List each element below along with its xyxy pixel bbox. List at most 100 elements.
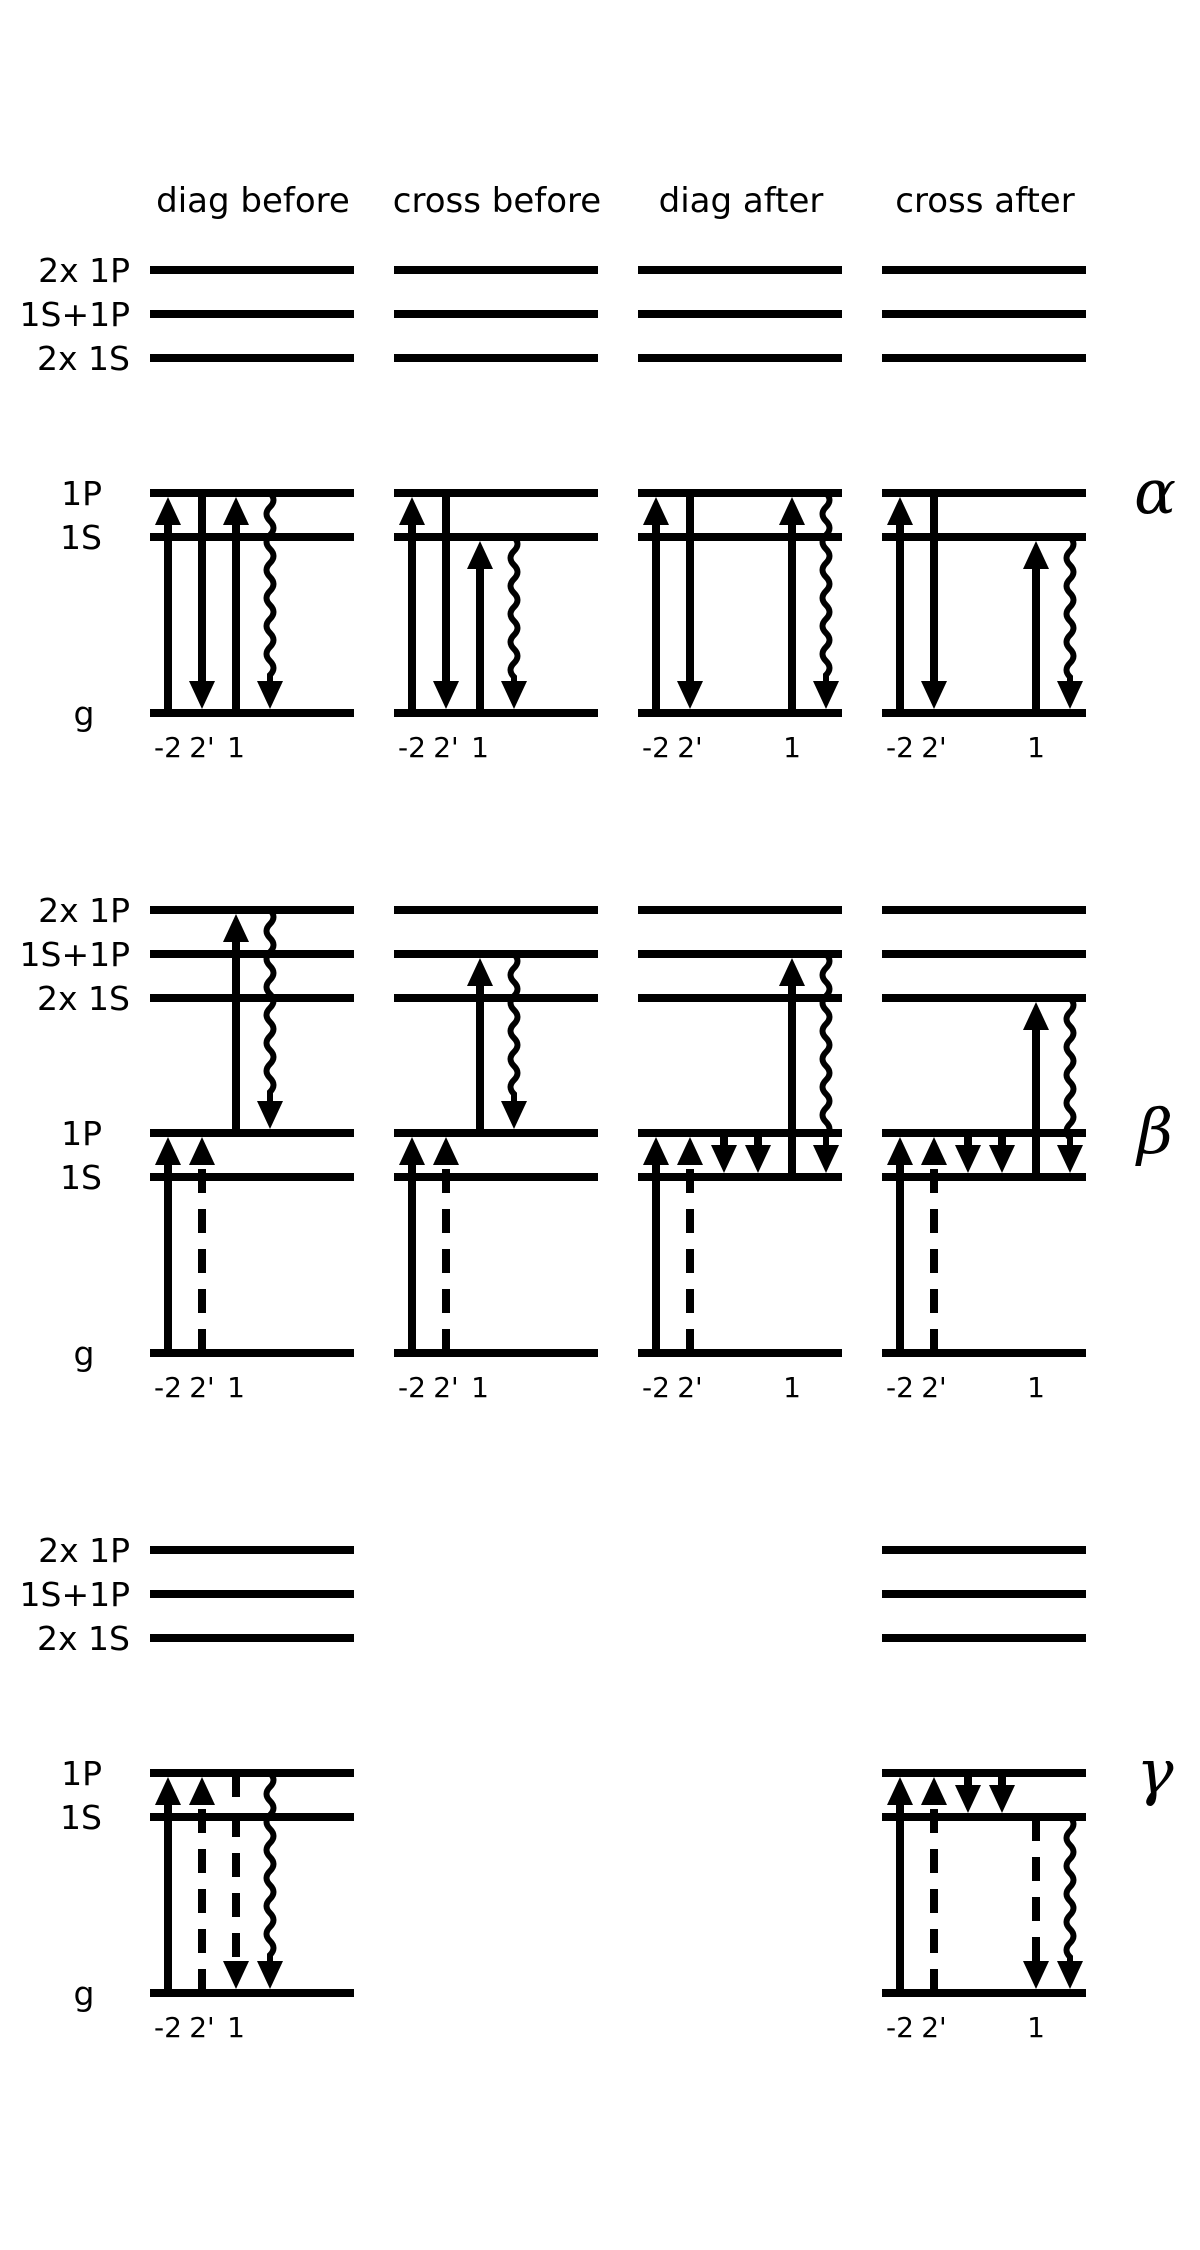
transition-arrow	[813, 490, 839, 709]
transition-arrow	[467, 958, 493, 1133]
arrow-head	[955, 1145, 981, 1173]
arrow-head	[813, 1145, 839, 1173]
arrow-head	[1057, 681, 1083, 709]
pulse-label-one: 1	[783, 731, 801, 764]
arrow-shaft	[507, 951, 521, 1101]
transition-arrow	[921, 1777, 947, 1993]
transition-arrow	[745, 1133, 771, 1173]
pulse-label-one: 1	[227, 1371, 245, 1404]
pulse-label-one: 1	[471, 731, 489, 764]
pulse-label-minus-two: -2	[398, 731, 426, 764]
pulse-label-minus-two: -2	[154, 2011, 182, 2044]
arrow-head	[921, 681, 947, 709]
transition-arrow	[955, 1133, 981, 1173]
transition-arrow	[955, 1773, 981, 1813]
arrow-head	[1023, 1961, 1049, 1989]
level-label-exciton: 1P	[61, 1754, 102, 1793]
level-label-biexciton: 1S+1P	[20, 295, 131, 334]
transition-arrow	[1023, 541, 1049, 713]
arrow-head	[399, 497, 425, 525]
arrow-head	[189, 681, 215, 709]
column-header-diag-after: diag after	[659, 181, 824, 221]
arrow-head	[887, 497, 913, 525]
transition-arrow	[1023, 1002, 1049, 1177]
transition-arrow	[501, 534, 527, 709]
arrow-head	[257, 1961, 283, 1989]
arrow-head	[257, 681, 283, 709]
arrow-head	[643, 497, 669, 525]
transition-arrow	[1057, 995, 1083, 1173]
level-label-biexciton: 2x 1P	[38, 251, 130, 290]
arrow-head	[257, 1101, 283, 1129]
pulse-label-two-prime: 2'	[433, 1371, 459, 1404]
pulse-label-minus-two: -2	[886, 2011, 914, 2044]
panel-greek-label: α	[1134, 455, 1176, 528]
arrow-head	[189, 1137, 215, 1165]
transition-arrow	[399, 497, 425, 713]
transition-arrow	[989, 1133, 1015, 1173]
arrow-head	[677, 1137, 703, 1165]
arrow-head	[1057, 1145, 1083, 1173]
arrow-head	[501, 681, 527, 709]
level-label-ground: g	[74, 694, 95, 733]
transition-arrow	[677, 493, 703, 709]
transition-arrow	[399, 1137, 425, 1353]
pulse-label-two-prime: 2'	[189, 1371, 215, 1404]
transition-arrow	[189, 1777, 215, 1993]
level-label-exciton: 1P	[61, 1114, 102, 1153]
arrow-head	[1023, 1002, 1049, 1030]
pulse-label-one: 1	[1027, 1371, 1045, 1404]
pulse-label-one: 1	[227, 2011, 245, 2044]
arrow-head	[779, 958, 805, 986]
arrow-head	[155, 497, 181, 525]
panel-greek-label: β	[1135, 1095, 1173, 1168]
column-header-cross-before: cross before	[393, 181, 601, 221]
arrow-head	[1057, 1961, 1083, 1989]
arrow-head	[467, 541, 493, 569]
pulse-label-minus-two: -2	[154, 1371, 182, 1404]
pulse-label-one: 1	[471, 1371, 489, 1404]
level-label-biexciton: 1S+1P	[20, 935, 131, 974]
panel-greek-label: γ	[1136, 1735, 1174, 1808]
arrow-head	[155, 1137, 181, 1165]
arrow-head	[921, 1777, 947, 1805]
pulse-label-minus-two: -2	[398, 1371, 426, 1404]
transition-arrow	[257, 1770, 283, 1989]
pulse-label-one: 1	[1027, 731, 1045, 764]
level-label-exciton: 1S	[60, 518, 102, 557]
arrow-head	[501, 1101, 527, 1129]
arrow-head	[813, 681, 839, 709]
pulse-label-one: 1	[783, 1371, 801, 1404]
transition-arrow	[257, 907, 283, 1129]
pulse-label-two-prime: 2'	[189, 2011, 215, 2044]
transition-arrow	[155, 1137, 181, 1353]
transition-arrow	[1023, 1817, 1049, 1989]
level-label-biexciton: 2x 1S	[37, 979, 130, 1018]
pulse-label-two-prime: 2'	[921, 731, 947, 764]
transition-arrow	[779, 958, 805, 1177]
level-label-biexciton: 2x 1P	[38, 1531, 130, 1570]
transition-arrow	[467, 541, 493, 713]
transition-arrow	[223, 1773, 249, 1989]
arrow-head	[155, 1777, 181, 1805]
transition-arrow	[887, 497, 913, 713]
level-label-ground: g	[74, 1974, 95, 2013]
arrow-head	[433, 1137, 459, 1165]
pulse-label-minus-two: -2	[886, 731, 914, 764]
arrow-head	[189, 1777, 215, 1805]
pulse-label-minus-two: -2	[642, 1371, 670, 1404]
level-label-exciton: 1S	[60, 1798, 102, 1837]
arrow-shaft	[507, 534, 521, 681]
arrow-shaft	[1063, 534, 1077, 681]
pulse-label-one: 1	[227, 731, 245, 764]
transition-arrow	[433, 493, 459, 709]
arrow-shaft	[1063, 1814, 1077, 1961]
level-label-exciton: 1S	[60, 1158, 102, 1197]
transition-arrow	[887, 1137, 913, 1353]
pulse-label-minus-two: -2	[642, 731, 670, 764]
arrow-head	[677, 681, 703, 709]
